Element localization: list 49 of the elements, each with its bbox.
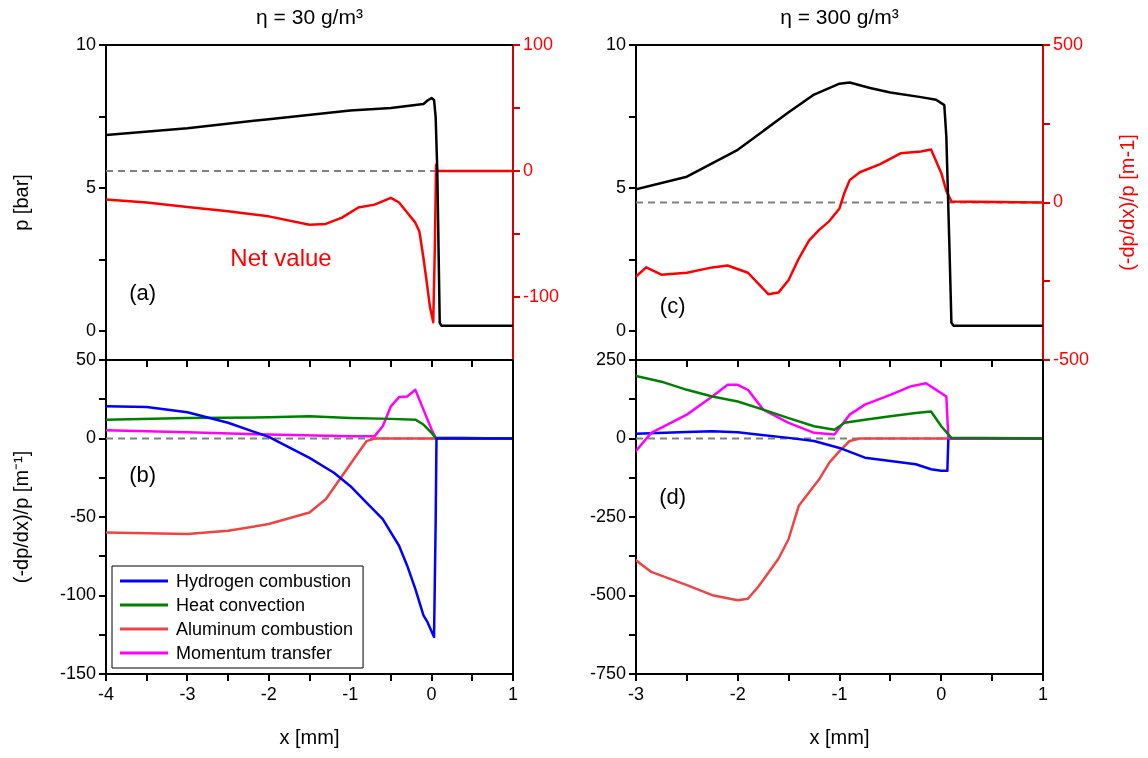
y-tick-label: 0	[615, 320, 626, 341]
y-tick-label: -250	[589, 505, 626, 526]
y2-tick-label: 0	[523, 159, 534, 180]
chart-title: η = 300 g/m³	[780, 5, 899, 29]
y-axis-title: p [bar]	[9, 174, 32, 231]
annotation: (a)	[129, 279, 157, 305]
y2-tick-label: 0	[1053, 191, 1064, 212]
x-tick-label: -2	[729, 683, 746, 704]
y-tick-label: 5	[615, 177, 626, 198]
y-tick-label: -50	[69, 505, 96, 526]
y-tick-label: 10	[75, 33, 96, 54]
y-tick-label: 50	[75, 348, 96, 369]
x-tick-label: -1	[342, 683, 359, 704]
x-tick-label: -4	[97, 683, 115, 704]
annotation: (c)	[659, 292, 686, 318]
legend-label: Momentum transfer	[176, 642, 333, 663]
legend-label: Hydrogen combustion	[176, 570, 352, 591]
y-axis-title: (-dp/dx)/p [m⁻¹]	[9, 450, 32, 584]
y-tick-label: 0	[85, 427, 96, 448]
x-axis-title: x [mm]	[809, 725, 870, 748]
y2-axis-title: (-dp/dx)/p [m-1]	[1115, 134, 1138, 271]
y-tick-label: -500	[589, 584, 626, 605]
legend-label: Aluminum combustion	[176, 618, 354, 639]
y-tick-label: 10	[605, 33, 626, 54]
chart-title: η = 30 g/m³	[256, 5, 363, 29]
legend-label: Heat convection	[176, 594, 306, 615]
x-tick-label: -3	[179, 683, 196, 704]
x-tick-label: 0	[426, 683, 437, 704]
series-label: Net value	[230, 243, 332, 271]
y-tick-label: 250	[595, 348, 626, 369]
x-axis-title: x [mm]	[279, 725, 340, 748]
x-tick-label: -2	[260, 683, 277, 704]
y-tick-label: 0	[615, 427, 626, 448]
y2-tick-label: 500	[1053, 33, 1084, 54]
x-tick-label: 1	[1037, 683, 1049, 704]
y-tick-label: -750	[589, 662, 626, 683]
y-tick-label: 5	[85, 177, 96, 198]
x-tick-label: 1	[507, 683, 519, 704]
y-tick-label: 0	[85, 320, 96, 341]
y-tick-label: -150	[59, 662, 96, 683]
y2-tick-label: -500	[1053, 348, 1090, 369]
y2-tick-label: -100	[523, 285, 560, 306]
y-tick-label: -100	[59, 584, 96, 605]
x-tick-label: -1	[831, 683, 848, 704]
x-tick-label: -3	[627, 683, 645, 704]
annotation: (b)	[129, 462, 157, 488]
x-tick-label: 0	[936, 683, 947, 704]
annotation: (d)	[659, 484, 687, 510]
y2-tick-label: 100	[523, 33, 554, 54]
